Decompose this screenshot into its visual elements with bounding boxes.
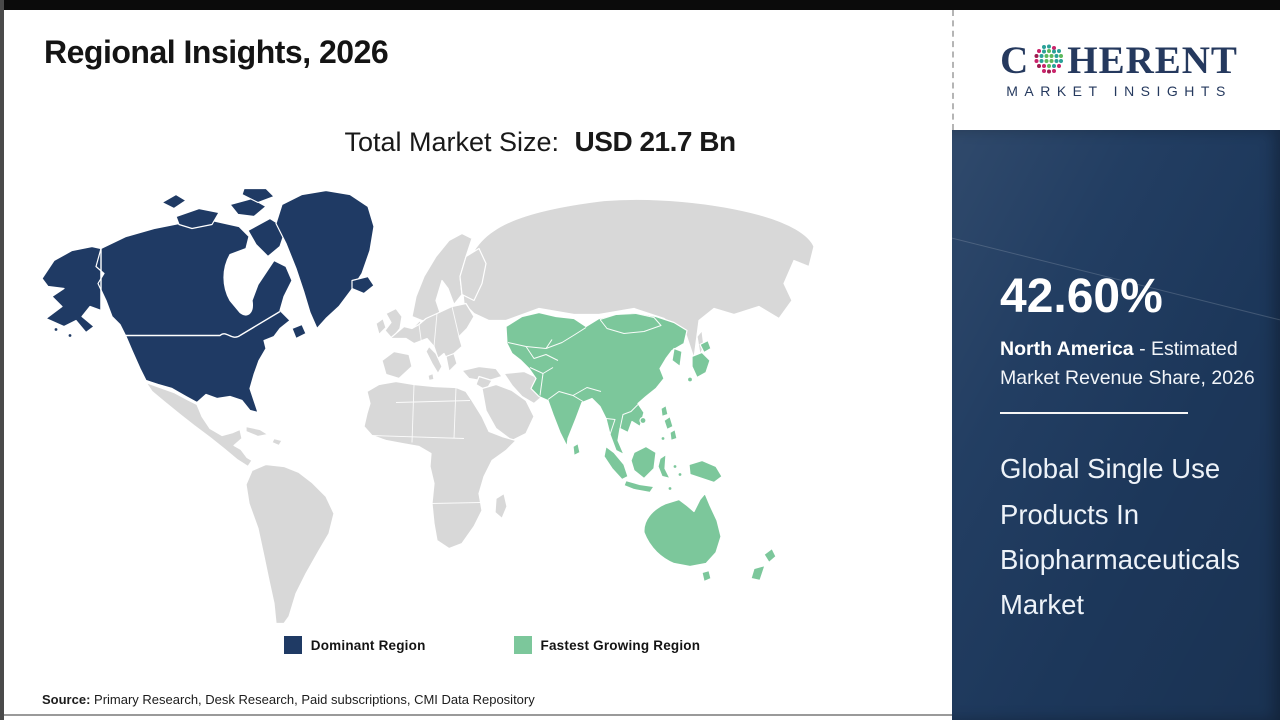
world-map [34, 188, 824, 624]
page-title: Regional Insights, 2026 [44, 34, 389, 70]
stat-value: 42.60% [1000, 270, 1163, 323]
top-black-bar [4, 0, 1280, 10]
map-borders-asia-pacific [507, 313, 662, 435]
dominant-region-swatch [283, 636, 302, 654]
sidebar: C HERENT MARKET INSIGHTS 42.60% [952, 10, 1280, 720]
map-region-asia-pacific [505, 311, 777, 583]
total-market-size-label: Total Market Size: [344, 127, 560, 157]
logo-suffix: HERENT [1067, 39, 1238, 82]
logo-tagline: MARKET INSIGHTS [1006, 83, 1232, 99]
map-region-rest-of-world [145, 198, 815, 624]
stat-divider [1000, 412, 1188, 415]
legend-item-fastest-growing: Fastest Growing Region [513, 636, 701, 654]
map-legend: Dominant Region Fastest Growing Region [18, 636, 966, 654]
stat-region: North America [1000, 338, 1134, 360]
brand-logo-area: C HERENT MARKET INSIGHTS [952, 10, 1280, 130]
stat-description: North America - Estimated Market Revenue… [1000, 335, 1268, 392]
stat-panel: 42.60% North America - Estimated Market … [952, 130, 1280, 720]
logo-prefix: C [1000, 39, 1030, 82]
map-borders-other [371, 306, 481, 504]
bottom-rule [4, 714, 952, 716]
stat-description-rest: - Estimated Market Revenue Share, 2026 [1000, 338, 1255, 389]
legend-label-fastest-growing: Fastest Growing Region [540, 637, 701, 653]
fastest-growing-region-swatch [513, 636, 532, 654]
source-label: Source: [42, 692, 91, 707]
legend-item-dominant: Dominant Region [283, 636, 426, 654]
dotted-globe-icon [1034, 44, 1064, 73]
map-borders-north-america [100, 248, 281, 338]
market-name: Global Single Use Products In Biopharmac… [1000, 453, 1240, 621]
source-text: Primary Research, Desk Research, Paid su… [94, 692, 535, 707]
total-market-size: Total Market Size: USD 21.7 Bn [4, 126, 952, 158]
legend-label-dominant: Dominant Region [310, 637, 426, 653]
total-market-size-value: USD 21.7 Bn [574, 126, 737, 157]
source-line: Source: Primary Research, Desk Research,… [42, 692, 535, 707]
main-content: Regional Insights, 2026 Total Market Siz… [4, 10, 952, 716]
map-region-north-america [41, 188, 375, 414]
brand-logo: C HERENT [1000, 41, 1238, 80]
